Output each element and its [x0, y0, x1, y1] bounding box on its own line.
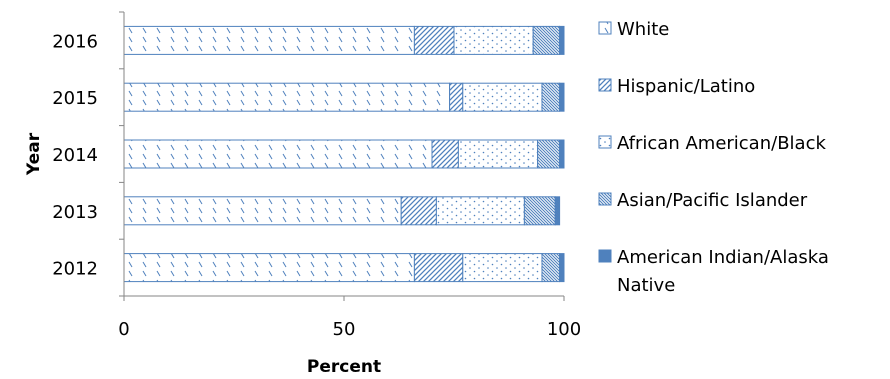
axes-layer — [119, 11, 565, 301]
legend-label-african-american-black: African American/Black — [617, 133, 826, 154]
labels-layer: 2012 2013 2014 2015 2016 0 50 100 Percent Year — [24, 31, 581, 377]
legend-swatch-white — [598, 21, 612, 35]
x-tick-label-100: 100 — [547, 319, 581, 340]
bar-2016-asian-pacific-islander — [532, 25, 561, 55]
bar-2012-american-indian-alaska-native — [559, 253, 565, 283]
y-tick-label-2014: 2014 — [52, 145, 98, 166]
legend-label-hispanic-latino: Hispanic/Latino — [617, 76, 755, 97]
y-tick-label-2013: 2013 — [52, 202, 98, 223]
bar-2016-white — [123, 25, 415, 55]
bars-layer — [123, 25, 565, 283]
bar-2014-white — [123, 139, 433, 169]
bar-2013-african-american-black — [435, 196, 525, 226]
bar-2012-african-american-black — [462, 253, 543, 283]
bar-2015-african-american-black — [462, 82, 543, 112]
bar-2013-asian-pacific-islander — [523, 196, 556, 226]
bar-2012-hispanic-latino — [413, 253, 464, 283]
legend-label-white: White — [617, 19, 669, 40]
bar-2015-american-indian-alaska-native — [559, 82, 565, 112]
bar-2012-asian-pacific-islander — [541, 253, 561, 283]
bar-2015-asian-pacific-islander — [541, 82, 561, 112]
bar-2013-hispanic-latino — [400, 196, 437, 226]
legend-swatch-hispanic-latino — [598, 78, 612, 92]
legend: White Hispanic/Latino African American/Bla… — [598, 19, 829, 296]
bar-2014-asian-pacific-islander — [537, 139, 561, 169]
x-tick-label-0: 0 — [118, 319, 129, 340]
y-tick-label-2012: 2012 — [52, 259, 98, 280]
bar-2016-african-american-black — [453, 25, 534, 55]
y-tick-label-2015: 2015 — [52, 88, 98, 109]
legend-label-asian-pacific-islander: Asian/Pacific Islander — [617, 190, 808, 211]
y-tick-label-2016: 2016 — [52, 31, 98, 52]
bar-2016-hispanic-latino — [413, 25, 455, 55]
bar-2012-white — [123, 253, 415, 283]
bar-2014-hispanic-latino — [431, 139, 459, 169]
x-axis-title: Percent — [307, 357, 381, 377]
y-axis-title: Year — [24, 132, 44, 176]
x-tick-label-50: 50 — [333, 319, 356, 340]
bar-2016-american-indian-alaska-native — [559, 25, 565, 55]
bar-2013-american-indian-alaska-native — [554, 196, 561, 226]
legend-swatch-american-indian-alaska-native — [598, 249, 612, 263]
bar-2013-white — [123, 196, 402, 226]
bar-2014-american-indian-alaska-native — [559, 139, 565, 169]
bar-2015-white — [123, 82, 451, 112]
legend-label-american-indian-alaska-native: American Indian/Alaska Native — [617, 247, 829, 296]
bar-2014-african-american-black — [457, 139, 539, 169]
legend-swatch-african-american-black — [598, 135, 612, 149]
legend-swatch-asian-pacific-islander — [598, 192, 612, 206]
bar-2015-hispanic-latino — [449, 82, 464, 112]
